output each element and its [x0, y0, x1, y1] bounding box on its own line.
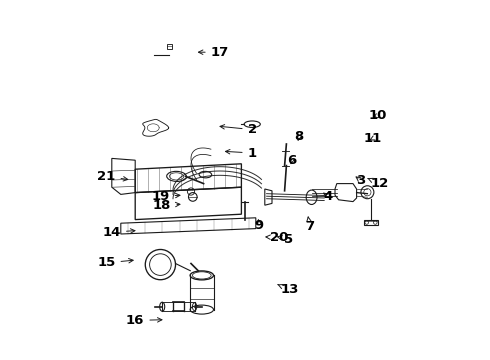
Text: 8: 8 [294, 130, 304, 143]
Text: 2: 2 [220, 123, 257, 136]
Text: 14: 14 [102, 226, 135, 239]
Text: 10: 10 [369, 109, 388, 122]
Text: 13: 13 [278, 283, 299, 296]
Text: 12: 12 [368, 177, 389, 190]
Text: 19: 19 [151, 190, 180, 203]
Text: 4: 4 [323, 190, 332, 203]
Text: 5: 5 [277, 233, 293, 246]
Text: 3: 3 [356, 174, 365, 186]
Text: 9: 9 [255, 219, 264, 231]
Text: 16: 16 [126, 314, 162, 327]
Text: 20: 20 [266, 231, 289, 244]
Text: 21: 21 [98, 170, 128, 183]
Text: 17: 17 [198, 46, 229, 59]
Text: 18: 18 [153, 199, 180, 212]
Text: 6: 6 [287, 154, 296, 167]
Text: 1: 1 [225, 147, 257, 159]
Text: 11: 11 [364, 132, 382, 145]
Text: 15: 15 [98, 256, 133, 269]
Text: 7: 7 [305, 217, 315, 233]
